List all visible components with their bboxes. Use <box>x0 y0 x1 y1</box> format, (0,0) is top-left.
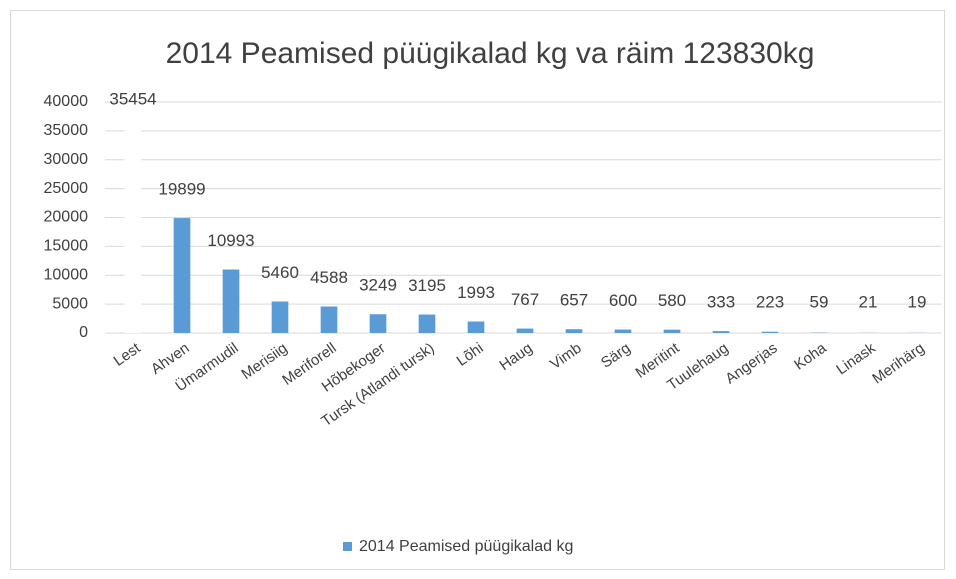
value-label: 19 <box>908 292 927 311</box>
y-tick-label: 0 <box>79 324 88 341</box>
value-label: 223 <box>756 292 784 311</box>
bar <box>712 331 730 333</box>
value-label: 3195 <box>408 276 446 295</box>
y-tick-label: 10000 <box>44 266 89 283</box>
bar <box>516 328 534 333</box>
y-tick-label: 5000 <box>52 295 88 312</box>
bar <box>369 314 387 333</box>
bar <box>467 321 485 333</box>
value-label: 59 <box>810 292 829 311</box>
value-label: 35454 <box>109 90 156 109</box>
y-tick-label: 30000 <box>44 151 89 168</box>
bar <box>761 331 779 333</box>
value-label: 580 <box>658 291 686 310</box>
bar <box>173 218 191 333</box>
y-tick-label: 25000 <box>44 180 89 197</box>
legend-swatch <box>343 542 352 551</box>
bar <box>614 329 632 333</box>
value-label: 3249 <box>359 276 397 295</box>
value-label: 767 <box>511 290 539 309</box>
value-label: 657 <box>560 291 588 310</box>
bar <box>124 128 142 333</box>
value-label: 4588 <box>310 268 348 287</box>
bar <box>418 314 436 333</box>
chart-frame <box>10 10 945 570</box>
value-label: 5460 <box>261 263 299 282</box>
bar <box>320 306 338 333</box>
bar <box>222 269 240 333</box>
chart-title: 2014 Peamised püügikalad kg va räim 1238… <box>166 37 815 70</box>
value-label: 21 <box>859 292 878 311</box>
bar <box>271 301 289 333</box>
value-label: 600 <box>609 291 637 310</box>
value-label: 10993 <box>207 231 254 250</box>
y-tick-label: 15000 <box>44 238 89 255</box>
value-label: 333 <box>707 292 735 311</box>
legend-label: 2014 Peamised püügikalad kg <box>359 538 573 555</box>
y-tick-label: 40000 <box>44 93 89 110</box>
y-tick-label: 35000 <box>44 122 89 139</box>
y-tick-label: 20000 <box>44 209 89 226</box>
bar <box>565 329 583 333</box>
value-label: 1993 <box>457 283 495 302</box>
bar <box>663 329 681 333</box>
value-label: 19899 <box>158 180 205 199</box>
